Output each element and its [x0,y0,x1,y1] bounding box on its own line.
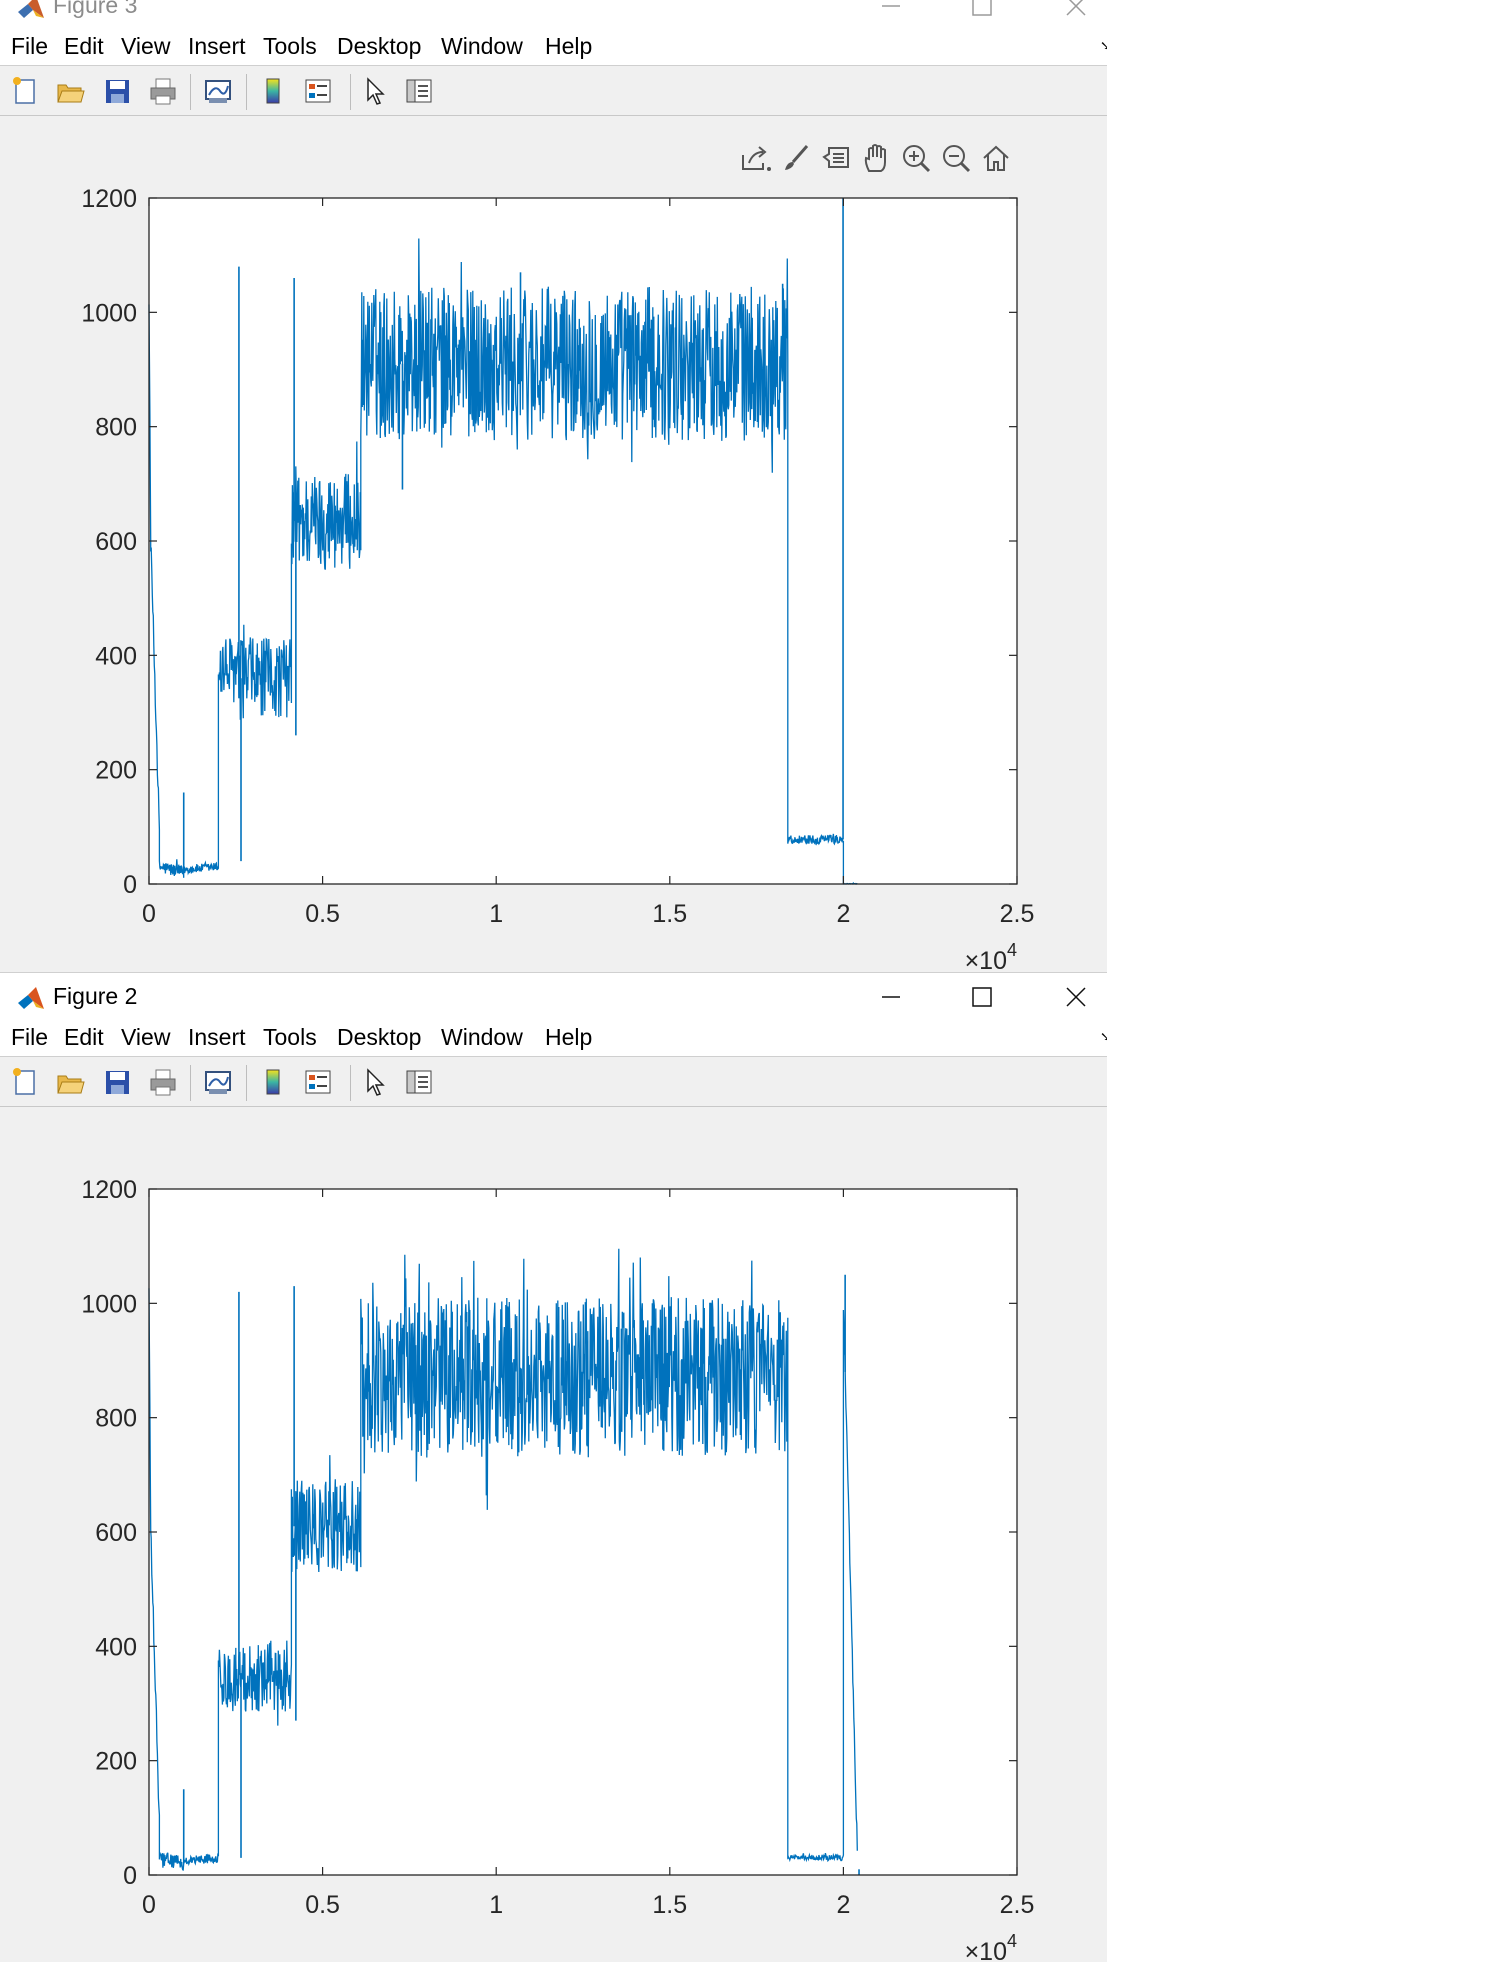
y-tick-label: 800 [95,414,137,442]
data-tips-icon[interactable] [816,140,856,176]
figure-3-window[interactable]: Figure 3 File Edit View Insert Tools Desktop Wi… [0,0,1107,972]
y-tick-label: 200 [95,1748,137,1776]
y-tick-label: 600 [95,1519,137,1547]
y-tick-label: 0 [123,1862,137,1890]
y-tick-label: 800 [95,1405,137,1433]
x-tick-label: 0.5 [305,900,340,928]
x-exponent-label: ×104 [965,940,1017,972]
x-tick-label: 1 [489,900,503,928]
x-tick-label: 1 [489,1891,503,1919]
x-tick-label: 0.5 [305,1891,340,1919]
x-tick-label: 2.5 [1000,900,1035,928]
x-tick-label: 2 [836,900,850,928]
x-exponent-base: ×10 [965,1938,1007,1962]
x-exponent-label: ×104 [965,1931,1017,1962]
plot-area[interactable]: 0 0.5 1 1.5 2 2.5 0 200 400 600 800 1000 1200 ×104 [0,973,1107,1962]
y-tick-label: 1200 [81,1176,137,1204]
x-exponent-power: 4 [1007,940,1017,960]
brush-icon[interactable] [776,140,816,176]
x-exponent-base: ×10 [965,947,1007,972]
y-tick-label: 1000 [81,1290,137,1318]
y-tick-label: 400 [95,1633,137,1661]
y-tick-label: 600 [95,528,137,556]
zoom-in-icon[interactable] [896,140,936,176]
x-tick-label: 2 [836,1891,850,1919]
figure-2-window[interactable]: Figure 2 File Edit View Insert Tools Desktop Wi… [0,972,1107,1962]
y-tick-label: 1200 [81,185,137,213]
y-tick-label: 200 [95,757,137,785]
x-tick-label: 0 [142,1891,156,1919]
x-tick-label: 1.5 [652,1891,687,1919]
export-icon[interactable] [736,140,776,176]
x-tick-label: 1.5 [652,900,687,928]
x-tick-label: 2.5 [1000,1891,1035,1919]
axes-background [149,198,1017,884]
x-tick-label: 0 [142,900,156,928]
y-tick-label: 1000 [81,299,137,327]
y-tick-label: 0 [123,871,137,899]
home-icon[interactable] [976,140,1016,176]
axes-background [149,1189,1017,1875]
y-tick-label: 400 [95,642,137,670]
x-exponent-power: 4 [1007,1931,1017,1951]
zoom-out-icon[interactable] [936,140,976,176]
pan-icon[interactable] [856,140,896,176]
axes-toolbar [736,140,1016,176]
